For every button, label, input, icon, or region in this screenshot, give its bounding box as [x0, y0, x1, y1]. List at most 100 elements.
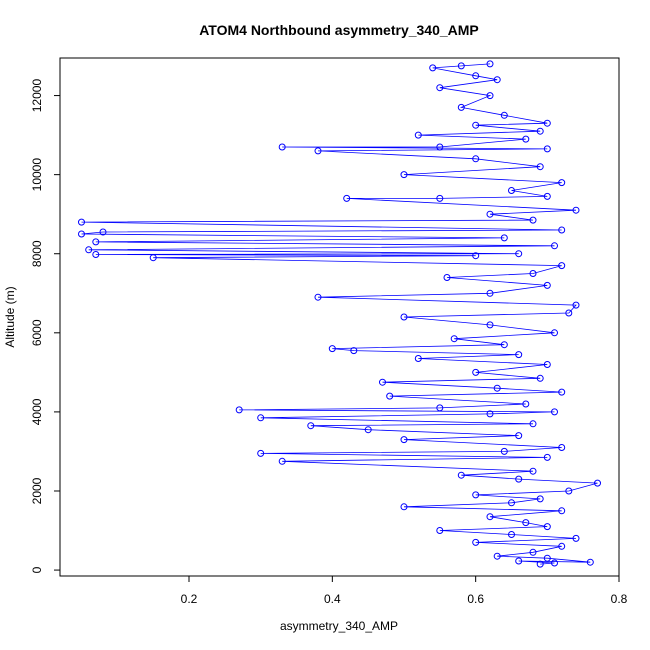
- data-point: [257, 449, 265, 457]
- data-point: [558, 388, 566, 396]
- data-point: [436, 143, 444, 151]
- data-point: [386, 392, 394, 400]
- data-point: [572, 301, 580, 309]
- data-point: [543, 361, 551, 368]
- data-point: [572, 206, 580, 214]
- data-point: [522, 135, 530, 143]
- data-point: [400, 503, 408, 511]
- data-point: [536, 495, 544, 503]
- data-point: [558, 444, 566, 451]
- data-point: [278, 143, 286, 151]
- data-point: [522, 400, 530, 408]
- data-point: [529, 548, 537, 556]
- data-point: [493, 384, 501, 392]
- data-point: [350, 347, 358, 355]
- data-point: [472, 155, 480, 163]
- data-point: [493, 76, 501, 84]
- data-point: [472, 252, 480, 260]
- x-tick-label: 0.2: [181, 592, 198, 606]
- data-point: [565, 487, 573, 495]
- data-point: [558, 542, 566, 550]
- data-point: [500, 234, 508, 242]
- data-point: [572, 534, 580, 542]
- data-point: [486, 513, 494, 521]
- data-point: [472, 121, 480, 129]
- data-point: [379, 378, 386, 386]
- data-point: [500, 111, 508, 119]
- data-point: [314, 293, 322, 301]
- data-point: [472, 72, 480, 80]
- x-axis-label: asymmetry_340_AMP: [280, 619, 398, 633]
- data-point: [436, 404, 444, 412]
- data-point: [414, 131, 422, 139]
- y-tick-label: 12000: [30, 79, 44, 113]
- data-series: [78, 60, 601, 568]
- data-point: [149, 254, 157, 262]
- data-point: [457, 62, 465, 70]
- data-point: [536, 560, 544, 568]
- data-point: [450, 335, 458, 343]
- data-point: [558, 262, 566, 270]
- y-tick-label: 0: [30, 566, 44, 573]
- data-point: [515, 351, 523, 359]
- data-point: [543, 145, 551, 153]
- data-point: [594, 479, 601, 487]
- data-point: [472, 538, 480, 546]
- data-point: [486, 289, 494, 297]
- data-point: [500, 341, 508, 349]
- data-point: [235, 406, 243, 414]
- data-point: [551, 408, 558, 416]
- y-axis-label: Altitude (m): [3, 286, 17, 347]
- series-line: [81, 63, 598, 565]
- data-point: [515, 250, 523, 258]
- data-point: [343, 194, 351, 202]
- data-point: [486, 210, 494, 218]
- data-point: [529, 467, 537, 475]
- data-point: [414, 355, 422, 362]
- y-axis: 0 2000 4000 6000 8000 10000 12000: [30, 79, 61, 573]
- data-point: [486, 60, 494, 68]
- data-point: [543, 192, 551, 200]
- y-tick-label: 2000: [30, 477, 44, 504]
- x-tick-label: 0.8: [611, 592, 628, 606]
- data-point: [522, 519, 530, 527]
- data-point: [493, 552, 501, 560]
- data-point: [307, 422, 315, 430]
- data-point: [436, 194, 444, 202]
- data-point: [529, 216, 537, 224]
- data-point: [92, 238, 100, 246]
- data-point: [536, 127, 544, 135]
- x-tick-label: 0.4: [324, 592, 341, 606]
- data-point: [400, 436, 408, 444]
- data-point: [529, 270, 537, 277]
- data-point: [508, 499, 515, 507]
- data-point: [536, 163, 544, 171]
- data-point: [551, 559, 558, 567]
- data-point: [78, 218, 85, 226]
- data-point: [328, 345, 336, 353]
- data-point: [436, 527, 444, 534]
- data-point: [257, 414, 265, 422]
- data-point: [551, 242, 558, 250]
- y-tick-label: 8000: [30, 240, 44, 267]
- data-point: [543, 119, 551, 127]
- data-point: [565, 309, 573, 317]
- data-point: [508, 187, 515, 194]
- data-point: [543, 554, 551, 562]
- data-point: [558, 226, 566, 234]
- data-point: [429, 64, 437, 72]
- data-point: [85, 246, 93, 254]
- data-point: [278, 457, 286, 465]
- data-point: [586, 558, 594, 566]
- data-point: [558, 507, 566, 515]
- data-point: [543, 453, 551, 461]
- data-point: [515, 432, 523, 440]
- y-tick-label: 6000: [30, 319, 44, 346]
- x-axis: 0.2 0.4 0.6 0.8: [181, 575, 628, 606]
- data-point: [457, 103, 465, 111]
- data-point: [543, 281, 551, 289]
- data-point: [515, 475, 523, 483]
- data-point: [99, 228, 107, 236]
- data-point: [314, 147, 322, 155]
